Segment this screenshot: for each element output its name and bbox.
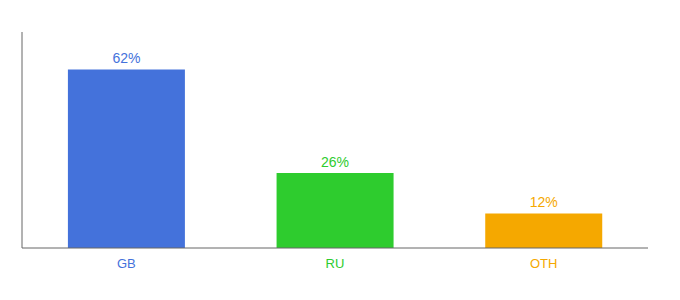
svg-text:OTH: OTH xyxy=(530,256,557,271)
svg-text:RU: RU xyxy=(326,256,345,271)
svg-text:GB: GB xyxy=(117,256,136,271)
svg-text:62%: 62% xyxy=(112,50,140,66)
svg-text:12%: 12% xyxy=(530,194,558,210)
svg-text:26%: 26% xyxy=(321,154,349,170)
